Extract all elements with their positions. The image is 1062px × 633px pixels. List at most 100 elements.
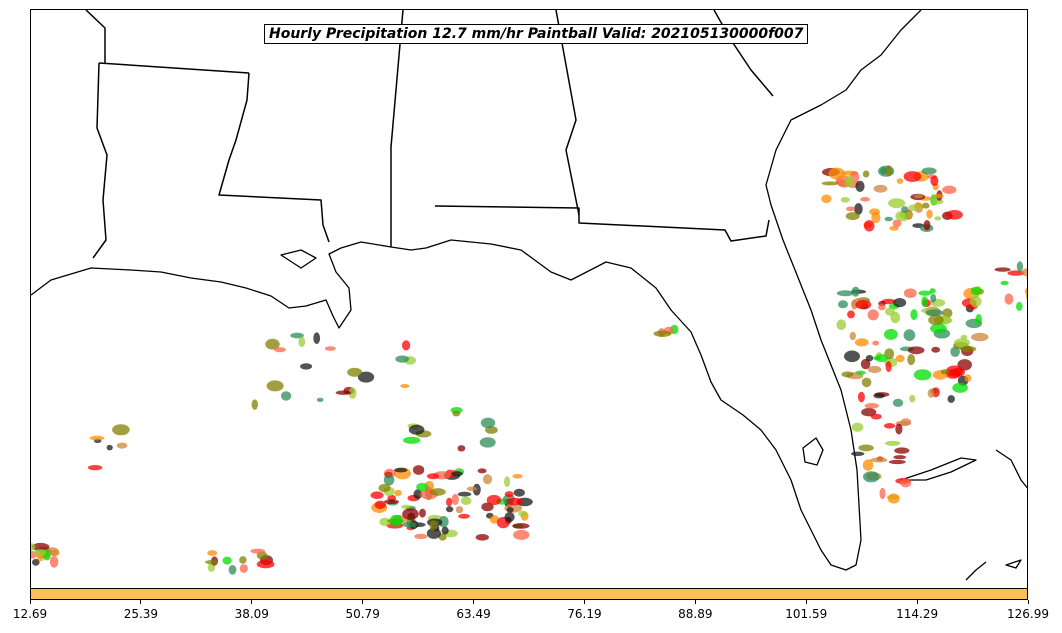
paintball-blob (854, 338, 869, 347)
precipitation-paintball-layer (31, 165, 1027, 575)
paintball-blob (300, 363, 313, 370)
paintball-blob (43, 553, 51, 561)
colorbar-tick-mark (1027, 600, 1029, 604)
paintball-blob (884, 216, 893, 222)
island-bahama-2 (1005, 559, 1022, 569)
paintball-blob (828, 167, 846, 180)
paintball-blob (849, 331, 856, 341)
paintball-blob (928, 314, 944, 326)
paintball-blob (860, 197, 870, 202)
paintball-blob (875, 354, 888, 363)
paintball-blob (895, 354, 905, 363)
paintball-blob (970, 286, 982, 296)
paintball-blob (885, 361, 892, 373)
paintball-blob (486, 494, 502, 506)
paintball-blob (863, 220, 875, 232)
coast-gulf-panhandle (390, 10, 922, 571)
paintball-blob (894, 447, 910, 454)
paintball-blob (907, 346, 925, 355)
paintball-blob (32, 558, 40, 566)
paintball-blob (930, 293, 937, 303)
paintball-blob (477, 468, 487, 474)
paintball-blob (945, 210, 963, 220)
paintball-blob (239, 556, 247, 564)
paintball-blob (512, 523, 530, 529)
paintball-blob (870, 457, 888, 463)
paintball-blob (931, 198, 944, 205)
paintball-blob (256, 560, 275, 569)
paintball-blob (239, 564, 248, 573)
paintball-blob (840, 197, 850, 203)
paintball-blob (205, 560, 219, 565)
lake-pontchartrain (280, 249, 317, 269)
paintball-blob (419, 508, 426, 518)
paintball-blob (1004, 293, 1014, 305)
map-canvas (31, 10, 1027, 581)
paintball-blob (883, 423, 896, 429)
paintball-blob (900, 478, 912, 488)
paintball-blob (878, 304, 886, 311)
map-title: Hourly Precipitation 12.7 mm/hr Paintbal… (264, 24, 809, 44)
paintball-blob (1026, 293, 1027, 299)
boundary-ar-la (98, 62, 250, 74)
paintball-blob (873, 184, 888, 193)
paintball-blob (480, 417, 496, 429)
paintball-blob (504, 512, 515, 522)
paintball-blob (383, 474, 395, 486)
paintball-blob (266, 380, 284, 392)
paintball-blob (402, 508, 419, 520)
paintball-blob (489, 515, 500, 524)
colorbar-tick-label: 25.39 (123, 607, 159, 621)
paintball-blob (821, 194, 832, 204)
paintball-blob (455, 506, 464, 514)
paintball-blob (893, 455, 907, 460)
colorbar-tick-mark (694, 600, 696, 604)
paintball-blob (1024, 287, 1027, 296)
boundary-al-fl (434, 205, 770, 242)
paintball-blob (504, 476, 511, 488)
paintball-blob (930, 323, 947, 334)
paintball-blob (460, 496, 472, 505)
paintball-blob (472, 483, 481, 496)
paintball-blob (855, 180, 865, 192)
paintball-blob (313, 332, 321, 345)
coast-bahamas-key (900, 457, 977, 481)
coastline (31, 10, 1027, 581)
paintball-blob (860, 358, 871, 370)
paintball-blob (482, 474, 493, 485)
paintball-blob (451, 493, 459, 506)
paintball-blob (879, 487, 886, 500)
paintball-blob (429, 520, 438, 531)
paintball-blob (893, 298, 907, 308)
paintball-blob (954, 338, 970, 347)
map-panel: Hourly Precipitation 12.7 mm/hr Paintbal… (30, 9, 1028, 589)
paintball-blob (846, 206, 856, 212)
paintball-blob (389, 514, 403, 527)
colorbar-tick-mark (251, 600, 253, 604)
colorbar-tick-label: 126.99 (1007, 607, 1049, 621)
paintball-blob (370, 491, 384, 500)
paintball-blob (413, 489, 423, 500)
paintball-blob (251, 399, 258, 410)
paintball-blob (412, 465, 425, 475)
paintball-blob (112, 424, 130, 436)
paintball-blob (466, 486, 478, 492)
paintball-blob (858, 444, 874, 452)
paintball-blob (865, 355, 874, 362)
paintball-blob (290, 332, 304, 339)
paintball-blob (400, 384, 410, 388)
paintball-blob (506, 497, 523, 506)
paintball-blob (228, 565, 237, 575)
paintball-blob (870, 413, 882, 420)
paintball-blob (31, 542, 50, 551)
paintball-blob (408, 424, 425, 435)
boundary-tn-ms-al (85, 10, 106, 63)
coast-cuba-edge (995, 449, 1027, 489)
paintball-blob (909, 394, 916, 403)
coast-louisiana-texas (31, 241, 392, 329)
paintball-blob (862, 459, 874, 471)
paintball-blob (394, 467, 408, 473)
paintball-blob (324, 346, 336, 351)
paintball-blob (274, 347, 286, 353)
paintball-blob (903, 329, 916, 341)
